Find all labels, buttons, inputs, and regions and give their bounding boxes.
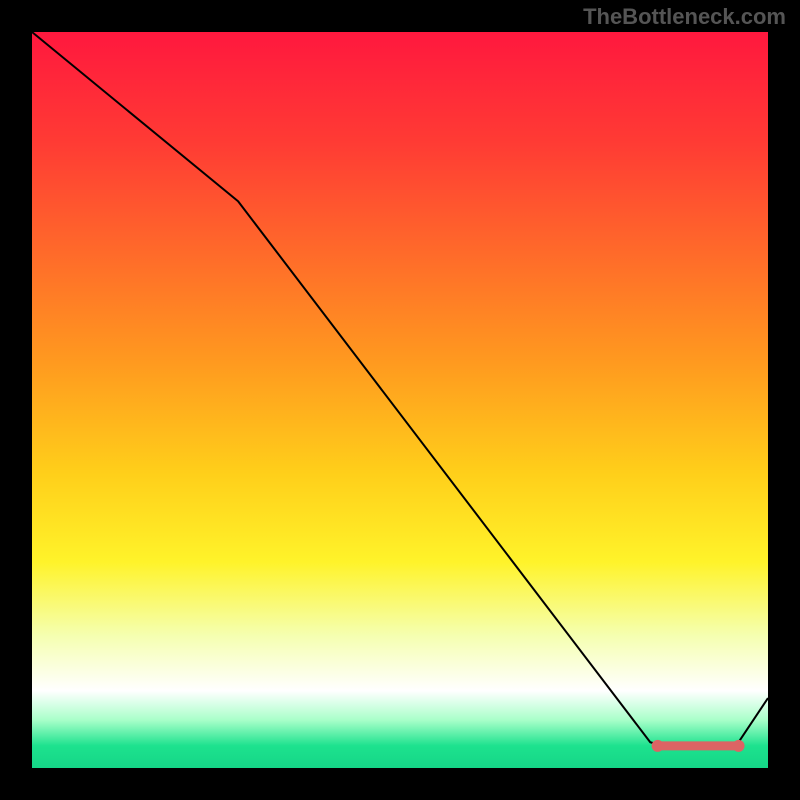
range-start-cap xyxy=(652,740,664,752)
range-end-cap xyxy=(733,740,745,752)
chart-container: TheBottleneck.com xyxy=(0,0,800,800)
watermark-text: TheBottleneck.com xyxy=(583,4,786,30)
chart-svg xyxy=(0,0,800,800)
plot-background xyxy=(32,32,768,768)
